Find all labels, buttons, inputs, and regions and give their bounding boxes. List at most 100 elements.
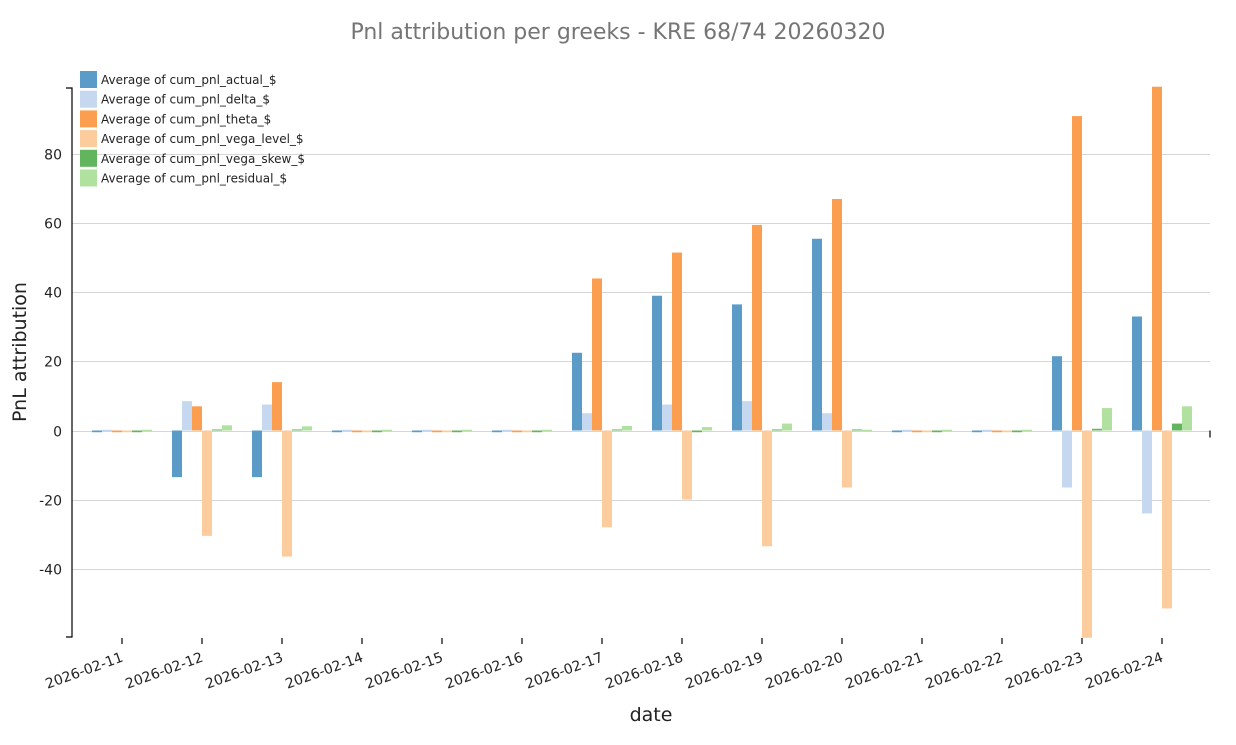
bar	[1012, 430, 1022, 433]
bar	[822, 413, 832, 431]
bar	[612, 429, 622, 431]
y-tick-label: 0	[53, 425, 62, 441]
bar	[1152, 86, 1162, 431]
bar	[1132, 316, 1142, 431]
x-tick-label: 2026-02-23	[1003, 650, 1085, 693]
legend-swatch	[80, 71, 97, 88]
bar	[752, 224, 762, 431]
bar	[932, 430, 942, 433]
y-tick-label: -20	[39, 494, 62, 510]
bar	[112, 430, 122, 433]
axes	[66, 87, 1211, 644]
bar	[772, 429, 782, 431]
x-tick-label: 2026-02-22	[923, 650, 1005, 693]
bar	[1052, 356, 1062, 431]
bar	[992, 430, 1002, 433]
bar	[382, 429, 392, 432]
bar	[702, 427, 712, 431]
bar	[732, 304, 742, 431]
legend-entry-label: Average of cum_pnl_residual_$	[101, 172, 287, 186]
bar	[532, 430, 542, 433]
legend-entry-label: Average of cum_pnl_vega_skew_$	[101, 152, 305, 166]
bar	[492, 430, 502, 433]
bar	[212, 429, 222, 431]
y-tick-label: 20	[44, 355, 62, 371]
bar	[422, 429, 432, 432]
bar	[122, 430, 132, 433]
legend-entry-label: Average of cum_pnl_theta_$	[101, 112, 271, 126]
legend-swatch	[80, 110, 97, 128]
bar	[762, 430, 772, 547]
x-tick-label: 2026-02-20	[763, 650, 845, 693]
bar	[682, 430, 692, 500]
tick-labels: -40-200204060802026-02-112026-02-122026-…	[39, 148, 1165, 693]
bar	[92, 430, 102, 433]
x-tick-label: 2026-02-15	[363, 650, 445, 693]
bar	[1182, 406, 1192, 431]
bar	[452, 430, 462, 433]
legend-entry-label: Average of cum_pnl_delta_$	[101, 93, 270, 107]
bar	[1142, 430, 1152, 514]
bar	[1082, 430, 1092, 638]
bar	[572, 352, 582, 431]
bar	[272, 382, 282, 431]
x-tick-label: 2026-02-21	[843, 650, 925, 693]
bar	[222, 425, 232, 431]
bar	[812, 238, 822, 431]
bar	[502, 429, 512, 432]
y-tick-label: 80	[44, 148, 62, 164]
legend-swatch	[80, 149, 97, 167]
bar	[1162, 430, 1172, 609]
x-tick-label: 2026-02-12	[123, 650, 205, 693]
bar	[782, 423, 792, 431]
bar	[352, 430, 362, 433]
bar	[692, 430, 702, 433]
bar	[462, 429, 472, 432]
legend-swatch	[80, 130, 97, 148]
bar	[832, 199, 842, 431]
x-tick-label: 2026-02-16	[443, 650, 525, 693]
bar	[1172, 423, 1182, 431]
bar	[862, 429, 872, 432]
bar	[292, 429, 302, 431]
bar	[1092, 428, 1102, 431]
bar	[192, 406, 202, 431]
bar	[132, 430, 142, 433]
y-tick-label: 60	[44, 217, 62, 233]
bar	[372, 430, 382, 433]
bar	[1062, 430, 1072, 488]
chart-title: Pnl attribution per greeks - KRE 68/74 2…	[350, 20, 885, 45]
legend: Average of cum_pnl_actual_$ Average of cu…	[80, 71, 305, 187]
bar	[332, 430, 342, 433]
bar	[622, 426, 632, 431]
bar	[262, 404, 272, 431]
y-tick-label: 40	[44, 286, 62, 302]
bar	[362, 430, 372, 433]
bar	[662, 404, 672, 431]
x-tick-label: 2026-02-18	[603, 650, 685, 693]
bar	[442, 430, 452, 433]
x-tick-label: 2026-02-11	[43, 650, 125, 693]
bar	[102, 429, 112, 432]
bar	[982, 429, 992, 432]
bar	[1002, 430, 1012, 433]
bar	[582, 413, 592, 431]
bar	[592, 278, 602, 431]
bar	[542, 429, 552, 432]
bar	[522, 430, 532, 433]
bar	[142, 429, 152, 432]
bar	[1072, 116, 1082, 431]
legend-swatch	[80, 90, 97, 108]
x-tick-label: 2026-02-13	[203, 650, 285, 693]
x-tick-label: 2026-02-14	[283, 650, 365, 693]
bar	[1022, 429, 1032, 432]
bar	[922, 430, 932, 433]
gridlines	[72, 154, 1210, 570]
bar	[972, 430, 982, 433]
y-axis-label: PnL attribution	[9, 282, 31, 422]
legend-entry-label: Average of cum_pnl_vega_level_$	[101, 132, 304, 146]
bars	[92, 86, 1192, 638]
legend-swatch	[80, 169, 97, 187]
legend-entry-label: Average of cum_pnl_actual_$	[101, 73, 277, 87]
